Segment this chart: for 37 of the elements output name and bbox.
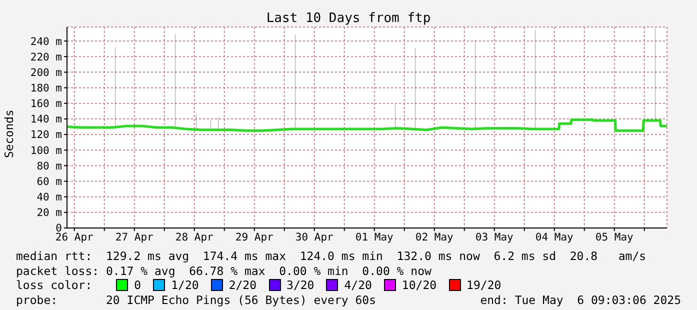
x-tick-label: 30 Apr bbox=[295, 231, 334, 244]
y-tick-label: 120 m bbox=[30, 129, 62, 142]
chart-title: Last 10 Days from ftp bbox=[265, 11, 432, 26]
text: 4/20 bbox=[344, 278, 372, 292]
text: 3/20 bbox=[286, 278, 314, 292]
y-tick-label: 220 m bbox=[30, 51, 62, 64]
x-tick-label: 01 May bbox=[355, 231, 394, 244]
y-tick-label: 40 m bbox=[36, 192, 62, 204]
text: median rtt: 129.2 ms avg 174.4 ms max 124.0 ms min 132.0 ms now 6.2 ms sd 20.8 am/s bbox=[16, 249, 648, 264]
y-tick-label: 240 m bbox=[30, 36, 62, 48]
text: 0 bbox=[134, 278, 142, 292]
y-tick-label: 180 m bbox=[30, 82, 62, 94]
text: 1/20 bbox=[171, 278, 199, 292]
text: loss color: bbox=[16, 278, 92, 292]
text: end: Tue May 6 09:03:06 2025 bbox=[480, 292, 681, 307]
x-tick-label: 26 Apr bbox=[55, 231, 94, 244]
line-series bbox=[67, 118, 667, 132]
text: packet loss: 0.17 % avg 66.78 % max 0.00 % min 0.00 % now bbox=[16, 264, 432, 278]
y-tick-label: 80 m bbox=[36, 160, 62, 172]
y-tick-label: 60 m bbox=[36, 176, 62, 188]
text: probe: 20 ICMP Echo Pings (56 Bytes) every 60s bbox=[16, 292, 376, 307]
x-tick-label: 27 Apr bbox=[115, 231, 154, 244]
y-tick-label: 200 m bbox=[30, 66, 62, 79]
y-tick-label: 100 m bbox=[30, 144, 62, 157]
y-tick-label: 20 m bbox=[36, 207, 62, 220]
x-tick-label: 03 May bbox=[475, 231, 514, 244]
text: 2/20 bbox=[228, 278, 257, 292]
x-tick-label: 02 May bbox=[415, 231, 454, 244]
text: 10/20 bbox=[402, 278, 437, 292]
x-tick-label: 29 Apr bbox=[235, 231, 274, 244]
y-tick-label: 140 m bbox=[30, 114, 62, 126]
x-tick-label: 05 May bbox=[595, 231, 634, 244]
x-tick-label: 28 Apr bbox=[175, 231, 214, 244]
y-axis-title: Seconds bbox=[2, 110, 16, 158]
text: 19/20 bbox=[466, 278, 502, 292]
y-tick-label: 160 m bbox=[30, 98, 62, 110]
x-tick-label: 04 May bbox=[535, 231, 574, 244]
